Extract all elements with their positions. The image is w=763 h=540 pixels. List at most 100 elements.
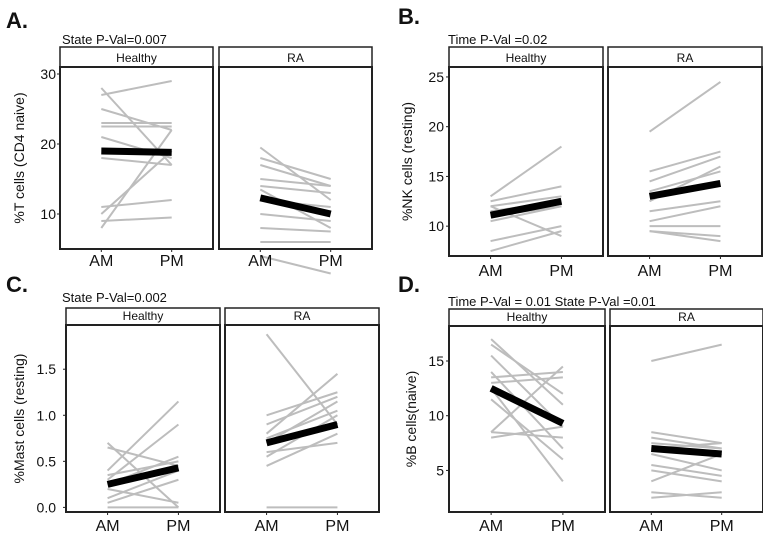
facet-strip-label: Healthy <box>507 310 548 324</box>
subject-line <box>490 225 562 243</box>
subject-line <box>651 431 722 445</box>
subject-line <box>107 487 179 504</box>
panel-letter: A. <box>6 8 28 33</box>
chart-title: State P-Val=0.002 <box>62 290 167 305</box>
chart-title: State P-Val=0.007 <box>62 32 167 47</box>
y-tick-label: 0.0 <box>37 499 57 515</box>
chart-panel-2: B. Time P-Val =0.02 %NK cells (resting) 10 1… <box>398 4 763 280</box>
facet-frame <box>65 324 221 513</box>
facet-strip-label: RA <box>678 310 695 324</box>
mean-line <box>648 179 722 200</box>
facet-frame <box>448 66 604 257</box>
facet-frame <box>59 66 214 250</box>
panel-letter: C. <box>6 272 28 297</box>
panel-letter: D. <box>398 272 420 297</box>
facet-frame <box>609 325 763 513</box>
y-tick-label: 1.0 <box>37 407 57 423</box>
facet-ra: RA AM PM <box>218 46 373 275</box>
facet-frame <box>607 66 763 257</box>
subject-line <box>649 155 721 183</box>
subject-line <box>490 398 564 461</box>
subject-line <box>490 185 562 203</box>
y-tick-label: 10 <box>40 206 56 222</box>
subject-line <box>260 227 331 233</box>
subject-line <box>101 199 172 208</box>
mean-line <box>101 147 172 156</box>
subject-line <box>490 343 564 395</box>
subject-line <box>649 200 721 213</box>
facet-frame <box>224 324 380 513</box>
facet-frame <box>218 66 373 250</box>
facet-strip-label: RA <box>677 51 694 65</box>
mean-line <box>489 197 563 219</box>
subject-line <box>106 400 180 472</box>
subject-line <box>651 453 722 472</box>
facet-ra: RA AM PM <box>609 308 763 535</box>
subject-line <box>649 150 721 173</box>
facet-strip-label: RA <box>287 51 304 65</box>
subject-line <box>101 157 172 166</box>
subject-line <box>266 409 338 440</box>
subject-line <box>649 205 721 223</box>
subject-line <box>266 400 338 444</box>
subject-line <box>490 425 564 439</box>
subject-line <box>266 395 338 426</box>
subject-line <box>490 230 562 252</box>
y-tick-label: 20 <box>40 136 56 152</box>
facet-strip-label: Healthy <box>116 51 157 65</box>
y-tick-label: 25 <box>428 69 444 85</box>
subject-line <box>260 213 331 222</box>
subject-line <box>107 460 179 477</box>
y-tick-label: 15 <box>428 353 444 369</box>
y-axis-label: %T cells (CD4 naive) <box>11 92 27 223</box>
subject-line <box>266 432 338 467</box>
subject-line <box>101 80 172 96</box>
facet-frame <box>448 325 606 513</box>
x-tick-label: AM <box>248 253 272 270</box>
y-tick-label: 5 <box>436 462 444 478</box>
facet-strip-label: Healthy <box>506 51 547 65</box>
facet-healthy: Healthy AM PM <box>65 307 221 535</box>
y-axis-label: %B cells(naive) <box>403 371 419 467</box>
y-tick-label: 1.5 <box>37 361 57 377</box>
subject-line <box>107 469 179 500</box>
chart-panel-4: D. Time P-Val = 0.01 State P-Val =0.01 %B … <box>398 272 763 535</box>
subject-line <box>260 255 331 275</box>
facet-ra: RA AM PM <box>224 307 380 535</box>
subject-line <box>260 157 331 180</box>
x-tick-label: PM <box>166 518 190 535</box>
subject-line <box>649 81 721 133</box>
subject-line <box>490 145 562 198</box>
x-tick-label: AM <box>638 263 662 280</box>
subject-line <box>651 463 722 477</box>
subject-line <box>490 205 562 223</box>
subject-line <box>100 150 173 215</box>
y-axis-label: %NK cells (resting) <box>399 102 415 221</box>
subject-line <box>107 478 179 504</box>
facet-ra: RA AM PM <box>607 46 763 280</box>
chart-panel-3: C. State P-Val=0.002 %Mast cells (resting)… <box>6 272 380 535</box>
facet-strip-label: RA <box>294 309 311 323</box>
panel-letter: B. <box>398 4 420 29</box>
x-tick-label: PM <box>551 518 575 535</box>
x-tick-label: AM <box>479 518 503 535</box>
subject-line <box>260 178 331 187</box>
x-tick-label: PM <box>319 253 343 270</box>
subject-line <box>101 216 172 222</box>
x-tick-label: AM <box>96 518 120 535</box>
facet-healthy: Healthy AM PM <box>448 46 604 280</box>
mean-line <box>265 421 339 447</box>
mean-line <box>259 194 332 218</box>
chart-title: Time P-Val = 0.01 State P-Val =0.01 <box>448 294 656 309</box>
y-tick-label: 10 <box>428 408 444 424</box>
x-tick-label: AM <box>479 263 503 280</box>
subject-line <box>491 431 563 439</box>
y-axis-label: %Mast cells (resting) <box>11 354 27 484</box>
x-tick-label: AM <box>255 518 279 535</box>
y-tick-label: 10 <box>428 218 444 234</box>
facet-strip-label: Healthy <box>123 309 164 323</box>
subject-line <box>651 469 722 483</box>
subject-line <box>649 230 721 243</box>
x-tick-label: PM <box>708 263 732 280</box>
